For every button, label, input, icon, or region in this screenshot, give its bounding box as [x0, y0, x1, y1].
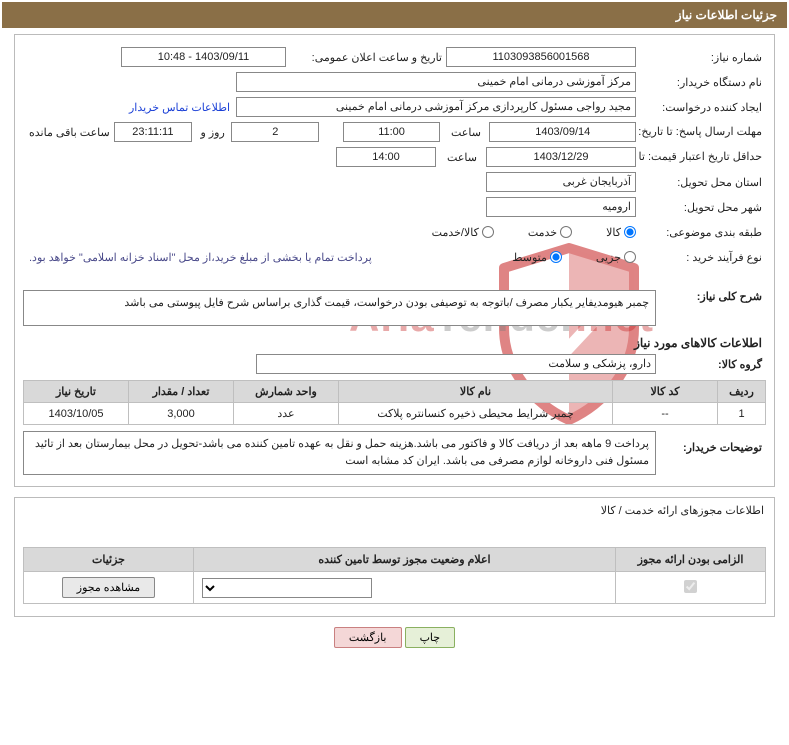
province-label: استان محل تحویل:: [636, 176, 766, 189]
general-desc-box: چمبر هیومدیفایر یکبار مصرف /باتوجه به تو…: [23, 290, 656, 326]
status-select[interactable]: [202, 578, 372, 598]
page-header: جزئیات اطلاعات نیاز: [2, 2, 787, 28]
validity-time-field: 14:00: [336, 147, 436, 167]
time-label-1: ساعت: [440, 126, 489, 139]
general-desc-label: شرح کلی نیاز:: [656, 290, 766, 303]
license-row: مشاهده مجوز: [24, 572, 766, 604]
buyer-notes-box: پرداخت 9 ماهه بعد از دریافت کالا و فاکتو…: [23, 431, 656, 475]
validity-date-field: 1403/12/29: [486, 147, 636, 167]
col-row: ردیف: [718, 381, 766, 403]
treasury-note: پرداخت تمام یا بخشی از مبلغ خرید،از محل …: [23, 251, 372, 264]
topic-radio-group: کالا خدمت کالا/خدمت: [432, 226, 636, 239]
purchase-type-radio-group: جزیی متوسط: [512, 251, 636, 264]
buyer-contact-link[interactable]: اطلاعات تماس خریدار: [129, 101, 236, 114]
purchase-type-label: نوع فرآیند خرید :: [636, 251, 766, 264]
need-number-field: 1103093856001568: [446, 47, 636, 67]
cell-date: 1403/10/05: [24, 403, 129, 425]
topic-goods-service-radio[interactable]: [482, 226, 494, 238]
license-details-cell: مشاهده مجوز: [24, 572, 194, 604]
topic-label: طبقه بندی موضوعی:: [636, 226, 766, 239]
purchase-partial-radio[interactable]: [624, 251, 636, 263]
col-mandatory: الزامی بودن ارائه مجوز: [616, 548, 766, 572]
city-label: شهر محل تحویل:: [636, 201, 766, 214]
reply-deadline-label: مهلت ارسال پاسخ: تا تاریخ:: [636, 125, 766, 139]
col-details: جزئیات: [24, 548, 194, 572]
table-row: 1 -- چمبر شرایط محیطی ذخیره کنسانتره پلا…: [24, 403, 766, 425]
remaining-suffix: ساعت باقی مانده: [23, 126, 114, 139]
purchase-partial-option[interactable]: جزیی: [596, 251, 636, 264]
topic-service-radio[interactable]: [560, 226, 572, 238]
need-details-panel: AriaTender.net شماره نیاز: 1103093856001…: [14, 34, 775, 487]
topic-goods-service-option[interactable]: کالا/خدمت: [432, 226, 494, 239]
reply-date-field: 1403/09/14: [489, 122, 636, 142]
cell-row: 1: [718, 403, 766, 425]
requester-field: مجید رواجی مسئول کارپردازی مرکز آموزشی د…: [236, 97, 636, 117]
remaining-time-field: 23:11:11: [114, 122, 192, 142]
footer-buttons: چاپ بازگشت: [0, 627, 789, 648]
topic-goods-radio[interactable]: [624, 226, 636, 238]
goods-group-label: گروه کالا:: [656, 358, 766, 371]
col-date: تاریخ نیاز: [24, 381, 129, 403]
col-unit: واحد شمارش: [234, 381, 339, 403]
goods-group-field: دارو، پزشکی و سلامت: [256, 354, 656, 374]
reply-time-field: 11:00: [343, 122, 441, 142]
requester-label: ایجاد کننده درخواست:: [636, 101, 766, 114]
page-title: جزئیات اطلاعات نیاز: [676, 8, 777, 22]
license-panel: اطلاعات مجوزهای ارائه خدمت / کالا الزامی…: [14, 497, 775, 617]
col-code: کد کالا: [613, 381, 718, 403]
purchase-medium-option[interactable]: متوسط: [512, 251, 562, 264]
buyer-field: مرکز آموزشی درمانی امام خمینی: [236, 72, 636, 92]
license-section-title: اطلاعات مجوزهای ارائه خدمت / کالا: [23, 504, 764, 517]
print-button[interactable]: چاپ: [405, 627, 456, 648]
col-status: اعلام وضعیت مجوز توسط تامین کننده: [194, 548, 616, 572]
goods-table: ردیف کد کالا نام کالا واحد شمارش تعداد /…: [23, 380, 766, 425]
mandatory-checkbox: [684, 580, 697, 593]
license-table: الزامی بودن ارائه مجوز اعلام وضعیت مجوز …: [23, 547, 766, 604]
time-label-2: ساعت: [436, 151, 486, 164]
goods-info-title: اطلاعات کالاهای مورد نیاز: [27, 336, 762, 350]
buyer-notes-label: توضیحات خریدار:: [656, 431, 766, 454]
col-name: نام کالا: [339, 381, 613, 403]
days-and-label: روز و: [192, 126, 231, 139]
topic-goods-option[interactable]: کالا: [606, 226, 636, 239]
license-mandatory-cell: [616, 572, 766, 604]
pub-datetime-label: تاریخ و ساعت اعلان عمومی:: [286, 51, 446, 64]
cell-unit: عدد: [234, 403, 339, 425]
cell-qty: 3,000: [129, 403, 234, 425]
city-field: ارومیه: [486, 197, 636, 217]
validity-label: حداقل تاریخ اعتبار قیمت: تا تاریخ:: [636, 150, 766, 164]
buyer-label: نام دستگاه خریدار:: [636, 76, 766, 89]
cell-name: چمبر شرایط محیطی ذخیره کنسانتره پلاکت: [339, 403, 613, 425]
topic-service-option[interactable]: خدمت: [528, 226, 572, 239]
pub-datetime-field: 1403/09/11 - 10:48: [121, 47, 286, 67]
license-status-cell: [194, 572, 616, 604]
days-field: 2: [231, 122, 319, 142]
back-button[interactable]: بازگشت: [334, 627, 402, 648]
need-number-label: شماره نیاز:: [636, 51, 766, 64]
col-qty: تعداد / مقدار: [129, 381, 234, 403]
purchase-medium-radio[interactable]: [550, 251, 562, 263]
view-license-button[interactable]: مشاهده مجوز: [62, 577, 155, 598]
cell-code: --: [613, 403, 718, 425]
province-field: آذربایجان غربی: [486, 172, 636, 192]
